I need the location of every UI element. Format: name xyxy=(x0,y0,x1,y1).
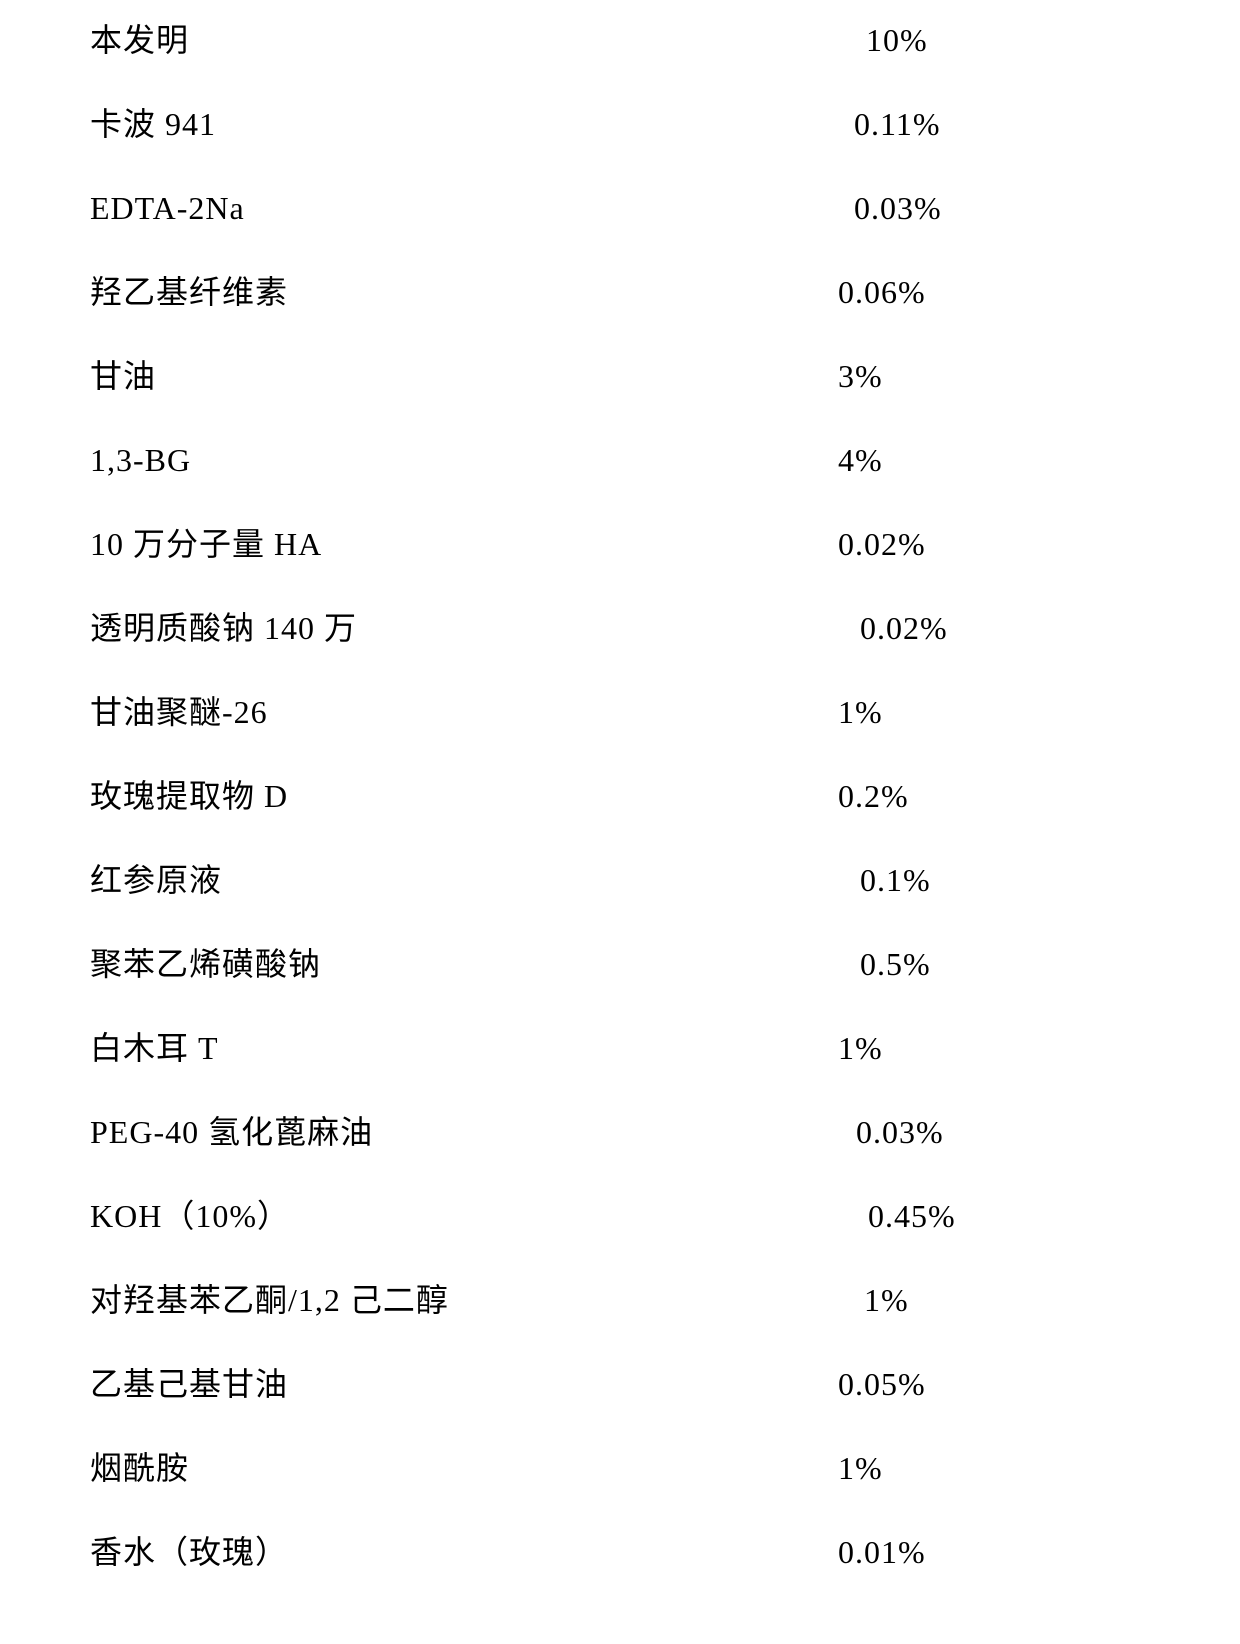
table-row: 烟酰胺 1% xyxy=(90,1452,1150,1536)
ingredient-value: 0.2% xyxy=(820,778,909,814)
table-row: 1,3-BG 4% xyxy=(90,444,1150,528)
value-wrap: 1% xyxy=(820,1032,1150,1064)
ingredient-value: 10% xyxy=(820,22,928,58)
ingredient-name: 甘油聚醚-26 xyxy=(90,696,268,728)
table-row: 白木耳 T 1% xyxy=(90,1032,1150,1116)
table-row: 甘油 3% xyxy=(90,360,1150,444)
table-row: 聚苯乙烯磺酸钠 0.5% xyxy=(90,948,1150,1032)
ingredient-name: 甘油 xyxy=(90,360,156,392)
value-wrap: 1% xyxy=(820,1452,1150,1484)
ingredient-name: 1,3-BG xyxy=(90,444,191,476)
value-wrap: 1% xyxy=(820,1284,1150,1316)
table-row: 红参原液 0.1% xyxy=(90,864,1150,948)
ingredient-value: 0.03% xyxy=(820,190,942,226)
ingredient-name: PEG-40 氢化蓖麻油 xyxy=(90,1116,373,1148)
ingredient-value: 1% xyxy=(820,1282,909,1318)
value-wrap: 0.03% xyxy=(820,192,1150,224)
ingredient-name: KOH（10%） xyxy=(90,1200,290,1232)
formulation-list: 本发明 10% 卡波 941 0.11% EDTA-2Na 0.03% 羟乙基纤维素 0.06… xyxy=(0,0,1240,1644)
ingredient-value: 0.01% xyxy=(820,1534,926,1570)
ingredient-value: 0.02% xyxy=(820,610,948,646)
ingredient-value: 0.02% xyxy=(820,526,926,562)
value-wrap: 0.02% xyxy=(820,612,1150,644)
value-wrap: 0.03% xyxy=(820,1116,1150,1148)
value-wrap: 0.02% xyxy=(820,528,1150,560)
ingredient-name: 玫瑰提取物 D xyxy=(90,780,288,812)
ingredient-name: 卡波 941 xyxy=(90,108,216,140)
table-row: 透明质酸钠 140 万 0.02% xyxy=(90,612,1150,696)
value-wrap: 0.2% xyxy=(820,780,1150,812)
ingredient-value: 0.05% xyxy=(820,1366,926,1402)
table-row: 玫瑰提取物 D 0.2% xyxy=(90,780,1150,864)
table-row: 甘油聚醚-26 1% xyxy=(90,696,1150,780)
ingredient-value: 1% xyxy=(820,1450,883,1486)
value-wrap: 0.5% xyxy=(820,948,1150,980)
table-row: PEG-40 氢化蓖麻油 0.03% xyxy=(90,1116,1150,1200)
value-wrap: 3% xyxy=(820,360,1150,392)
ingredient-value: 3% xyxy=(820,358,883,394)
table-row: KOH（10%） 0.45% xyxy=(90,1200,1150,1284)
value-wrap: 0.06% xyxy=(820,276,1150,308)
ingredient-name: 聚苯乙烯磺酸钠 xyxy=(90,948,321,980)
table-row: 羟乙基纤维素 0.06% xyxy=(90,276,1150,360)
ingredient-name: 10 万分子量 HA xyxy=(90,528,322,560)
ingredient-name: 香水（玫瑰） xyxy=(90,1536,288,1568)
table-row: 10 万分子量 HA 0.02% xyxy=(90,528,1150,612)
table-row: 卡波 941 0.11% xyxy=(90,108,1150,192)
ingredient-value: 4% xyxy=(820,442,883,478)
ingredient-name: 羟乙基纤维素 xyxy=(90,276,288,308)
value-wrap: 0.01% xyxy=(820,1536,1150,1568)
ingredient-value: 1% xyxy=(820,1030,883,1066)
ingredient-value: 0.06% xyxy=(820,274,926,310)
value-wrap: 10% xyxy=(820,24,1150,56)
value-wrap: 4% xyxy=(820,444,1150,476)
ingredient-value: 0.1% xyxy=(820,862,931,898)
ingredient-value: 0.11% xyxy=(820,106,940,142)
table-row: 乙基己基甘油 0.05% xyxy=(90,1368,1150,1452)
ingredient-name: 烟酰胺 xyxy=(90,1452,189,1484)
value-wrap: 0.1% xyxy=(820,864,1150,896)
ingredient-name: EDTA-2Na xyxy=(90,192,245,224)
table-row: 本发明 10% xyxy=(90,24,1150,108)
ingredient-value: 0.5% xyxy=(820,946,931,982)
value-wrap: 0.05% xyxy=(820,1368,1150,1400)
table-row: 香水（玫瑰） 0.01% xyxy=(90,1536,1150,1620)
table-row: 对羟基苯乙酮/1,2 己二醇 1% xyxy=(90,1284,1150,1368)
ingredient-name: 本发明 xyxy=(90,24,189,56)
value-wrap: 1% xyxy=(820,696,1150,728)
ingredient-value: 0.45% xyxy=(820,1198,956,1234)
ingredient-name: 透明质酸钠 140 万 xyxy=(90,612,357,644)
ingredient-name: 对羟基苯乙酮/1,2 己二醇 xyxy=(90,1284,449,1316)
table-row: EDTA-2Na 0.03% xyxy=(90,192,1150,276)
ingredient-value: 1% xyxy=(820,694,883,730)
ingredient-value: 0.03% xyxy=(820,1114,944,1150)
ingredient-name: 红参原液 xyxy=(90,864,222,896)
ingredient-name: 白木耳 T xyxy=(90,1032,219,1064)
value-wrap: 0.45% xyxy=(820,1200,1150,1232)
value-wrap: 0.11% xyxy=(820,108,1150,140)
ingredient-name: 乙基己基甘油 xyxy=(90,1368,288,1400)
